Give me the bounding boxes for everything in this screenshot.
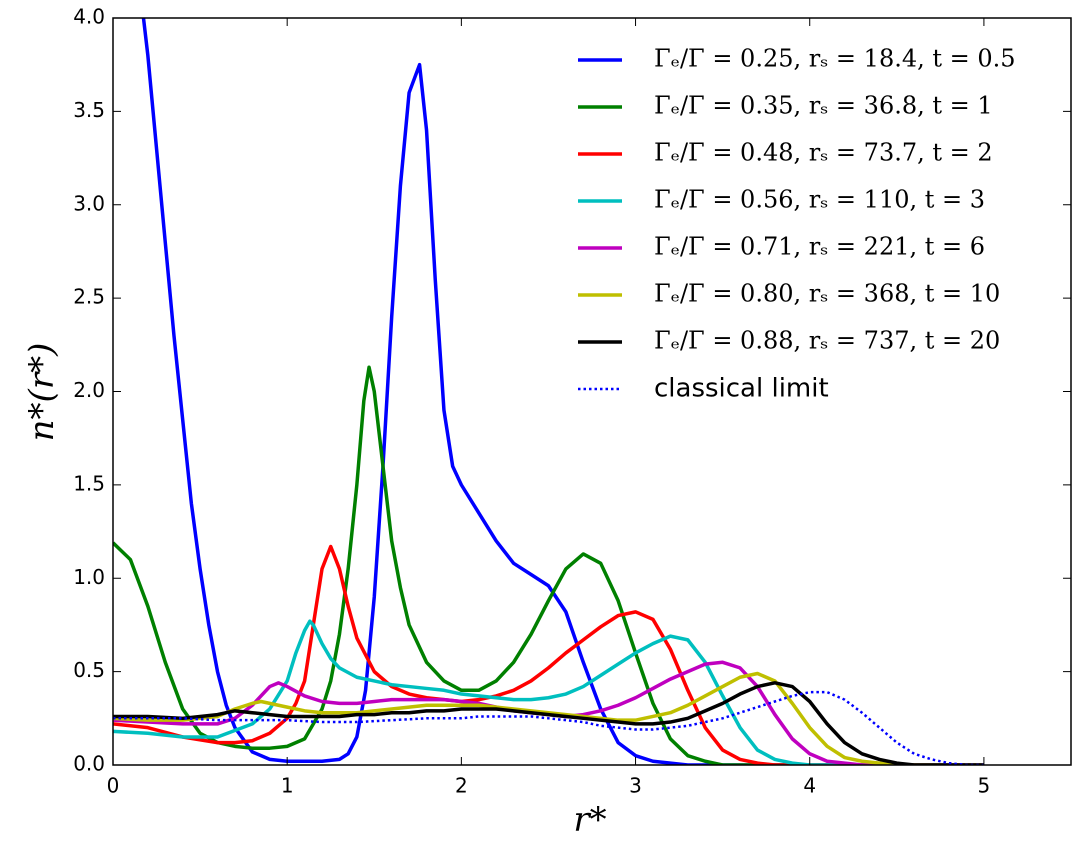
y-tick-label: 2.0	[73, 378, 105, 402]
y-tick-label: 4.0	[73, 5, 105, 29]
y-tick-label: 3.5	[73, 98, 105, 122]
legend-label: classical limit	[654, 374, 829, 404]
x-tick-label: 0	[107, 774, 120, 798]
y-axis-label: n*(r*)	[22, 343, 62, 442]
y-tick-label: 1.5	[73, 471, 105, 495]
series-line	[141, 18, 984, 765]
series-line	[113, 671, 984, 765]
x-tick-label: 3	[629, 774, 642, 798]
x-tick-label: 1	[281, 774, 294, 798]
lines	[113, 18, 984, 765]
legend-label: Γₑ/Γ = 0.35, rₛ = 36.8, t = 1	[654, 92, 993, 120]
x-tick-label: 4	[803, 774, 816, 798]
series-line	[113, 619, 984, 765]
legend-label: Γₑ/Γ = 0.80, rₛ = 368, t = 10	[654, 280, 1000, 308]
y-tick-label: 0.5	[73, 658, 105, 682]
legend-label: Γₑ/Γ = 0.71, rₛ = 221, t = 6	[654, 233, 985, 261]
plot-area	[113, 18, 1071, 765]
x-tick-label: 5	[978, 774, 991, 798]
x-axis-label: r*	[573, 800, 606, 840]
series-line	[113, 690, 984, 765]
y-tick-label: 0.0	[73, 752, 105, 776]
y-tick-label: 2.5	[73, 285, 105, 309]
y-tick-label: 1.0	[73, 565, 105, 589]
legend-label: Γₑ/Γ = 0.88, rₛ = 737, t = 20	[654, 327, 1000, 355]
series-line	[113, 365, 984, 765]
y-tick-label: 3.0	[73, 191, 105, 215]
legend-label: Γₑ/Γ = 0.48, rₛ = 73.7, t = 2	[654, 139, 993, 167]
legend-label: Γₑ/Γ = 0.25, rₛ = 18.4, t = 0.5	[654, 45, 1016, 73]
x-tick-label: 2	[455, 774, 468, 798]
legend-label: Γₑ/Γ = 0.56, rₛ = 110, t = 3	[654, 186, 985, 214]
